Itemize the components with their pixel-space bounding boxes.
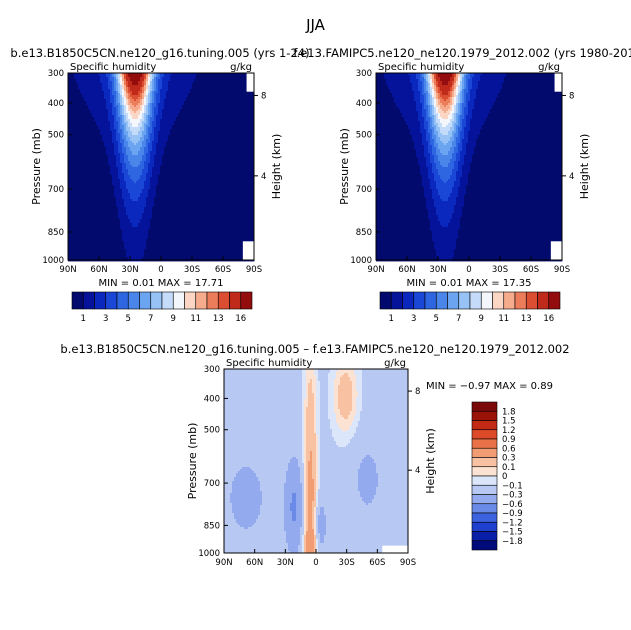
figure-canvas: JJA b.e13.B1850C5CN.ne120_g16.tuning.005… <box>0 0 631 630</box>
panel-title: b.e13.B1850C5CN.ne120_g16.tuning.005 (yr… <box>10 46 309 60</box>
variable-label: Specific humidity <box>70 62 156 73</box>
units-label: g/kg <box>230 62 252 73</box>
contour-field <box>68 73 254 261</box>
chart-panel-1: b.e13.B1850C5CN.ne120_g16.tuning.005 (yr… <box>10 46 309 324</box>
page-title: JJA <box>305 16 326 34</box>
